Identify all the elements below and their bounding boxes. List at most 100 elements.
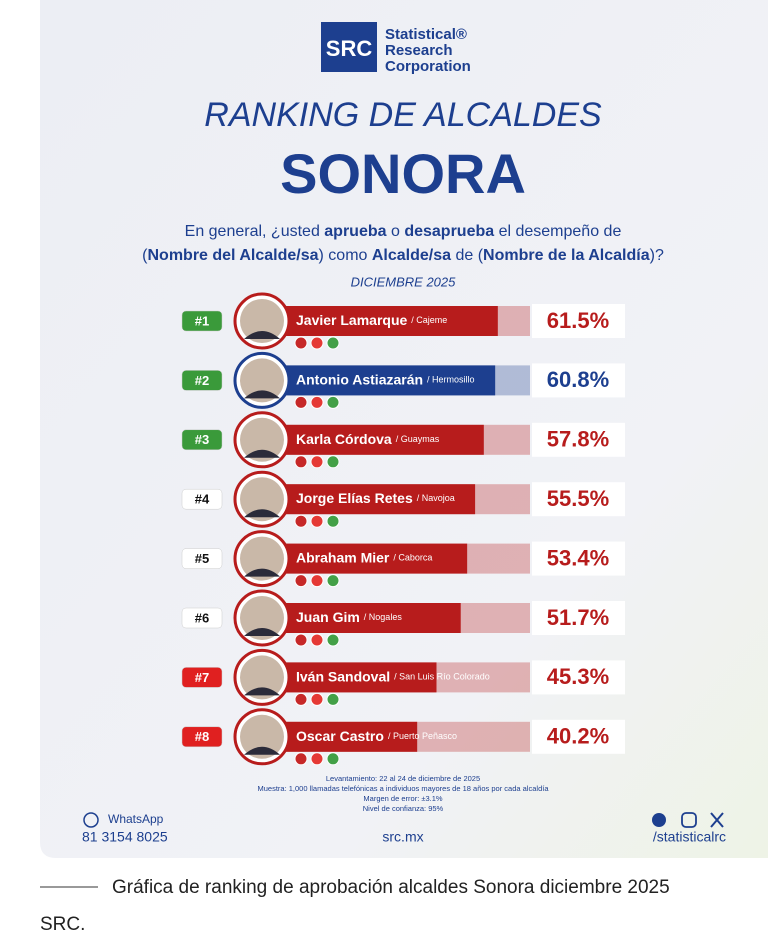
mayor: Abraham Mier / Caborca bbox=[296, 549, 432, 565]
mayor-name: Iván Sandoval bbox=[296, 668, 390, 684]
question-part: Nombre de la Alcaldía bbox=[483, 247, 650, 264]
rank-badge bbox=[181, 548, 223, 569]
phone: 81 3154 8025 bbox=[82, 829, 168, 845]
mayor: Javier Lamarque / Cajeme bbox=[296, 312, 447, 328]
x-icon[interactable] bbox=[710, 812, 724, 828]
party-icon bbox=[310, 752, 324, 766]
value-label: 61.5% bbox=[547, 308, 609, 333]
question-part: el desempeño de bbox=[494, 223, 621, 240]
instagram-icon[interactable] bbox=[681, 812, 697, 828]
party-icon bbox=[310, 514, 324, 528]
value-box bbox=[532, 363, 625, 398]
mayor: Karla Córdova / Guaymas bbox=[296, 431, 440, 447]
facebook-icon[interactable] bbox=[652, 813, 666, 827]
logo-box bbox=[321, 22, 377, 72]
rank-badge bbox=[181, 667, 223, 688]
value-label: 57.8% bbox=[547, 427, 609, 452]
mayor-place: / Puerto Peñasco bbox=[388, 731, 457, 741]
question: En general, ¿usted aprueba o desaprueba … bbox=[185, 223, 622, 240]
rank-badge bbox=[181, 310, 223, 332]
company-name: Research bbox=[385, 42, 453, 59]
caption: SRC. bbox=[40, 914, 85, 935]
value-box bbox=[532, 304, 625, 338]
photo bbox=[240, 477, 284, 522]
party-icon bbox=[310, 455, 324, 469]
title: RANKING DE ALCALDES bbox=[204, 96, 602, 134]
party-icon bbox=[294, 395, 308, 409]
photo bbox=[240, 655, 284, 700]
party-icon bbox=[326, 514, 340, 528]
question-part: desaprueba bbox=[404, 223, 494, 240]
methodology: Nivel de confianza: 95% bbox=[363, 804, 444, 813]
party-icon bbox=[310, 692, 324, 706]
party-icon bbox=[294, 633, 308, 647]
caption: Gráfica de ranking de aprobación alcalde… bbox=[112, 877, 670, 898]
rank-badge bbox=[181, 726, 223, 748]
website[interactable]: src.mx bbox=[382, 829, 423, 845]
question-part: Nombre del Alcalde/sa bbox=[147, 247, 318, 264]
photo-body bbox=[244, 390, 280, 399]
question-part: )? bbox=[650, 247, 664, 264]
photo bbox=[240, 714, 284, 759]
bar bbox=[265, 543, 468, 574]
rank: #4 bbox=[195, 492, 210, 507]
social-handle[interactable]: /statisticalrc bbox=[653, 829, 726, 845]
logo: SRC bbox=[326, 36, 373, 61]
company-name: Corporation bbox=[385, 58, 471, 75]
mayor: Oscar Castro / Puerto Peñasco bbox=[296, 728, 457, 744]
value-box bbox=[532, 601, 625, 635]
mayor-name: Antonio Astiazarán bbox=[296, 371, 423, 387]
rank: #8 bbox=[195, 729, 209, 744]
mayor-place: / Guaymas bbox=[396, 434, 440, 444]
mayor-name: Juan Gim bbox=[296, 609, 360, 625]
mayor-place: / Caborca bbox=[393, 553, 432, 563]
photo bbox=[240, 358, 284, 403]
party-icon bbox=[310, 395, 324, 409]
value-box bbox=[532, 660, 625, 695]
rank: #2 bbox=[195, 373, 209, 388]
party-icon bbox=[294, 752, 308, 766]
mayor-place: / San Luis Río Colorado bbox=[394, 672, 490, 682]
value-box bbox=[532, 719, 625, 754]
photo-body bbox=[244, 449, 280, 458]
party-icon bbox=[294, 514, 308, 528]
party-icon bbox=[294, 336, 308, 350]
date: DICIEMBRE 2025 bbox=[351, 274, 457, 289]
question-part: Alcalde/sa bbox=[372, 247, 451, 264]
mayor-name: Oscar Castro bbox=[296, 728, 384, 744]
whatsapp-icon bbox=[83, 812, 99, 828]
mayor: Juan Gim / Nogales bbox=[296, 609, 402, 625]
bar bbox=[265, 662, 437, 693]
mayor: Antonio Astiazarán / Hermosillo bbox=[296, 371, 475, 387]
question-part: ( bbox=[142, 247, 148, 264]
bar bbox=[265, 603, 461, 633]
mayor-place: / Navojoa bbox=[417, 494, 455, 504]
party-icon bbox=[326, 633, 340, 647]
photo-body bbox=[244, 509, 280, 518]
rank-badge bbox=[181, 370, 223, 391]
methodology: Muestra: 1,000 llamadas telefónicas a in… bbox=[257, 784, 549, 793]
photo-body bbox=[244, 746, 280, 755]
value-box bbox=[532, 482, 625, 517]
methodology: Margen de error: ±3.1% bbox=[363, 794, 442, 803]
rank: #1 bbox=[195, 313, 209, 328]
question-part: aprueba bbox=[324, 223, 386, 240]
party-icon bbox=[310, 633, 324, 647]
rank-badge bbox=[181, 488, 223, 510]
photo-body bbox=[244, 628, 280, 636]
mayor: Iván Sandoval / San Luis Río Colorado bbox=[296, 668, 490, 684]
rank: #7 bbox=[195, 670, 209, 685]
company-name: Statistical® bbox=[385, 26, 467, 43]
value-label: 51.7% bbox=[547, 605, 609, 630]
party-icon bbox=[310, 574, 324, 588]
party-icon bbox=[326, 395, 340, 409]
photo bbox=[240, 417, 284, 462]
party-icon bbox=[310, 336, 324, 350]
bar bbox=[265, 484, 476, 515]
party-icon bbox=[326, 752, 340, 766]
mayor-place: / Cajeme bbox=[411, 315, 447, 325]
mayor-name: Jorge Elías Retes bbox=[296, 490, 413, 506]
party-icon bbox=[326, 692, 340, 706]
rank: #6 bbox=[195, 610, 209, 625]
